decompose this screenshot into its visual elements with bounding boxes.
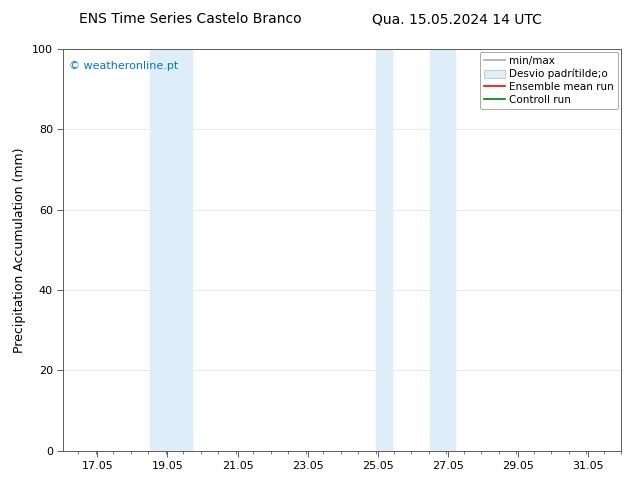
Y-axis label: Precipitation Accumulation (mm): Precipitation Accumulation (mm) bbox=[13, 147, 27, 353]
Bar bbox=[150, 49, 192, 451]
Bar bbox=[376, 49, 392, 451]
Bar bbox=[430, 49, 455, 451]
Text: ENS Time Series Castelo Branco: ENS Time Series Castelo Branco bbox=[79, 12, 302, 26]
Text: © weatheronline.pt: © weatheronline.pt bbox=[69, 61, 178, 71]
Legend: min/max, Desvio padrítilde;o, Ensemble mean run, Controll run: min/max, Desvio padrítilde;o, Ensemble m… bbox=[480, 52, 618, 109]
Text: Qua. 15.05.2024 14 UTC: Qua. 15.05.2024 14 UTC bbox=[372, 12, 541, 26]
